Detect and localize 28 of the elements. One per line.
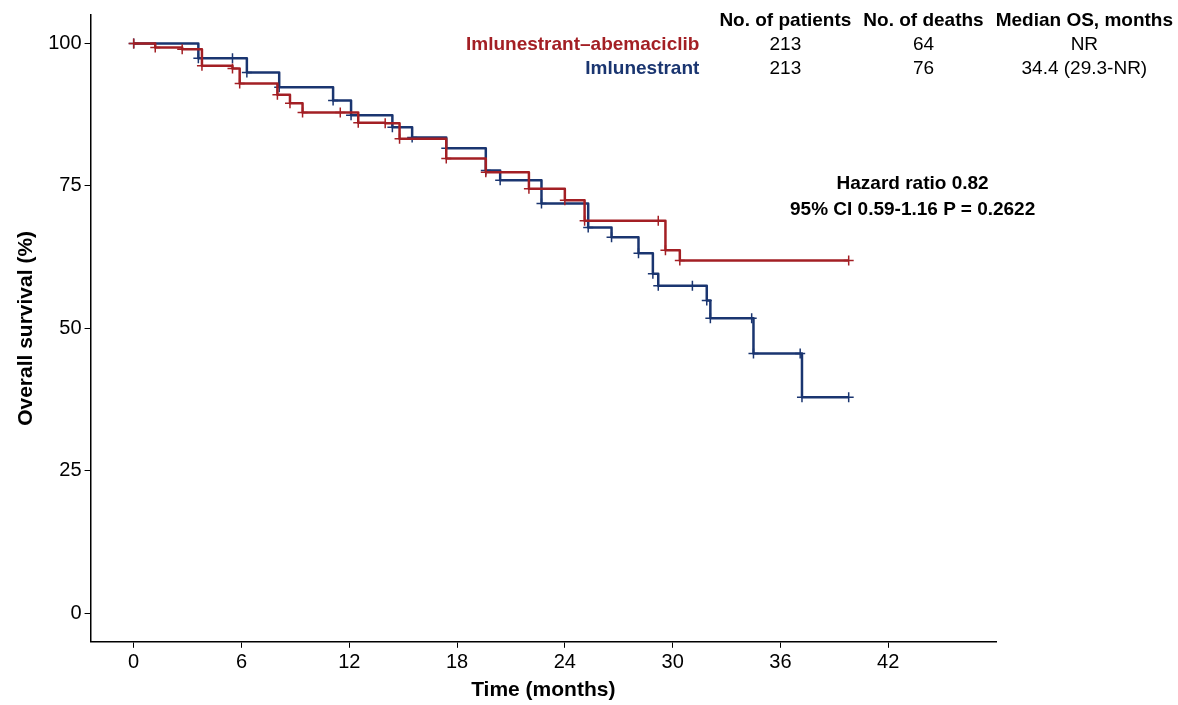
text: 34.4 (29.3-NR) (1020, 56, 1149, 80)
text: NR (1069, 32, 1100, 56)
y-axis-title: Overall survival (%) (13, 230, 37, 426)
text: Imlunestrant–abemaciclib (465, 32, 701, 56)
y-tick-label: 75 (59, 173, 82, 196)
x-tick-label: 18 (445, 650, 469, 673)
x-tick-label: 0 (128, 650, 140, 673)
x-tick-label: 6 (235, 650, 248, 673)
y-tick-label: 25 (59, 458, 82, 481)
x-axis-title: Time (months) (471, 677, 616, 701)
x-tick-label: 30 (661, 650, 684, 673)
annotation: 95% CI 0.59-1.16 P = 0.2622 (790, 197, 1036, 221)
x-tick-label: 12 (338, 650, 361, 673)
x-tick-label: 42 (877, 650, 900, 673)
annotation: 76 (911, 56, 936, 80)
annotation: Hazard ratio 0.82 (835, 171, 990, 195)
text: Imlunestrant (584, 56, 701, 80)
annotation: 213 (768, 56, 803, 80)
x-tick-label: 24 (553, 650, 576, 673)
y-tick-label: 50 (59, 315, 82, 338)
y-tick-label: 0 (70, 600, 82, 623)
y-tick-label: 100 (48, 31, 82, 54)
x-tick-label: 36 (769, 650, 792, 673)
annotation: 213 (768, 32, 803, 56)
annotation: No. of patients (718, 8, 853, 32)
annotation: Median OS, months (994, 8, 1175, 32)
annotation: 64 (911, 32, 936, 56)
annotation: No. of deaths (862, 8, 985, 32)
